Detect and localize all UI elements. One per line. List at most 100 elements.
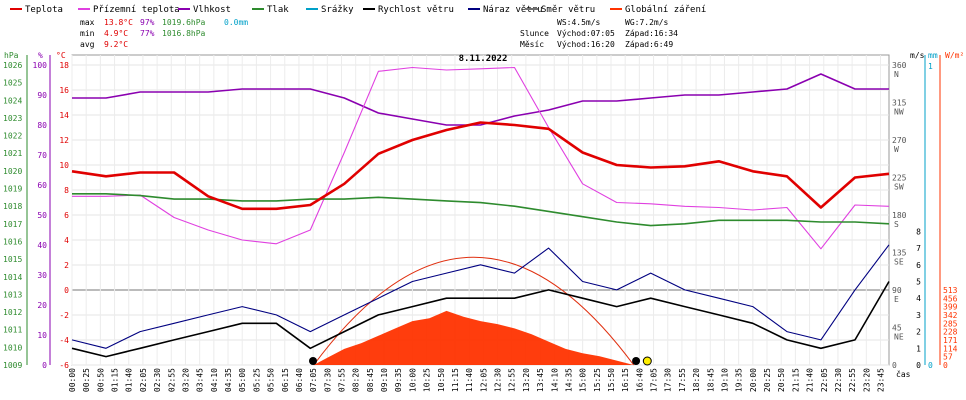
series-přízemní-teplota bbox=[72, 66, 890, 250]
hpa-tick-1: 1025 bbox=[3, 79, 22, 88]
x-tick-18: 07:30 bbox=[323, 368, 332, 392]
legend-label-5: Rychlost větru bbox=[378, 5, 454, 15]
x-tick-12: 05:00 bbox=[238, 368, 247, 392]
x-tick-56: 23:20 bbox=[862, 368, 871, 392]
dir-tick-1: 315 bbox=[892, 99, 907, 108]
x-tick-50: 20:50 bbox=[777, 368, 786, 392]
radiation-clear-sky-arc bbox=[313, 256, 635, 366]
c-tick-8: 2 bbox=[64, 261, 69, 270]
x-tick-53: 22:05 bbox=[820, 368, 829, 392]
sunrise-marker bbox=[309, 357, 318, 365]
series-tlak bbox=[72, 193, 890, 227]
pct-tick-1: 90 bbox=[37, 91, 47, 100]
ms-tick-7: 1 bbox=[916, 344, 921, 353]
x-tick-9: 03:45 bbox=[196, 368, 205, 392]
stat-sun-label: Slunce bbox=[520, 29, 549, 38]
c-tick-7: 4 bbox=[64, 236, 69, 245]
x-tick-30: 12:30 bbox=[494, 368, 503, 392]
ms-tick-2: 6 bbox=[916, 261, 921, 270]
stat-avg-label: avg bbox=[80, 40, 95, 49]
x-tick-34: 14:10 bbox=[550, 368, 559, 392]
stat-max-label: max bbox=[80, 18, 95, 27]
stat-min-hum: 77% bbox=[140, 29, 155, 38]
legend-label-0: Teplota bbox=[25, 5, 63, 15]
dir-label-6: E bbox=[894, 295, 899, 304]
hpa-tick-11: 1015 bbox=[3, 255, 22, 264]
hpa-tick-12: 1014 bbox=[3, 273, 22, 282]
c-tick-2: 14 bbox=[59, 111, 69, 120]
ms-tick-4: 4 bbox=[916, 294, 921, 303]
series-teplota bbox=[71, 121, 890, 211]
dir-label-1: NW bbox=[894, 108, 904, 117]
rad-tick-9: 0 bbox=[943, 361, 948, 370]
x-tick-46: 19:10 bbox=[721, 368, 730, 392]
c-tick-4: 10 bbox=[59, 161, 69, 170]
legend-label-7: Směr větru bbox=[541, 5, 595, 15]
hpa-tick-17: 1009 bbox=[3, 361, 22, 370]
axis-pct-unit: % bbox=[38, 51, 43, 60]
rad-tick-4: 285 bbox=[943, 319, 958, 328]
hpa-tick-13: 1013 bbox=[3, 290, 22, 299]
x-tick-35: 14:35 bbox=[564, 368, 573, 392]
x-tick-16: 06:40 bbox=[295, 368, 304, 392]
x-tick-20: 08:20 bbox=[352, 368, 361, 392]
x-axis: 00:00 00:25 00:50 01:15 01:40 02:05 02:30 02:55… bbox=[68, 368, 911, 392]
x-tick-0: 00:00 bbox=[68, 368, 77, 392]
axis-c-unit: °C bbox=[56, 51, 66, 60]
x-tick-23: 09:35 bbox=[394, 368, 403, 392]
ms-tick-3: 5 bbox=[916, 278, 921, 287]
c-tick-11: -4 bbox=[59, 336, 69, 345]
stat-min-label: min bbox=[80, 29, 95, 38]
c-tick-6: 6 bbox=[64, 211, 69, 220]
hpa-tick-8: 1018 bbox=[3, 202, 22, 211]
c-tick-5: 8 bbox=[64, 186, 69, 195]
x-tick-39: 16:15 bbox=[621, 368, 630, 392]
x-tick-3: 01:15 bbox=[111, 368, 120, 392]
x-tick-45: 18:45 bbox=[706, 368, 715, 392]
hpa-tick-10: 1016 bbox=[3, 237, 22, 246]
series-náraz-větru bbox=[71, 244, 890, 349]
x-tick-49: 20:25 bbox=[763, 368, 772, 392]
c-tick-10: -2 bbox=[59, 311, 69, 320]
sunset-marker bbox=[632, 357, 641, 365]
x-tick-51: 21:15 bbox=[791, 368, 800, 392]
c-tick-0: 18 bbox=[59, 61, 69, 70]
rad-tick-0: 513 bbox=[943, 286, 958, 295]
stat-moon-label: Měsíc bbox=[520, 40, 544, 49]
x-tick-47: 19:35 bbox=[735, 368, 744, 392]
dir-tick-5: 135 bbox=[892, 249, 907, 258]
x-tick-22: 09:10 bbox=[380, 368, 389, 392]
moon-marker bbox=[642, 356, 652, 366]
stat-sun-rise: Východ:07:05 bbox=[557, 29, 615, 38]
rad-tick-3: 342 bbox=[943, 311, 958, 320]
hpa-tick-3: 1023 bbox=[3, 114, 22, 123]
stat-avg-temp: 9.2°C bbox=[104, 40, 128, 49]
x-tick-17: 07:05 bbox=[309, 368, 318, 392]
pct-tick-8: 20 bbox=[37, 301, 47, 310]
pct-tick-0: 100 bbox=[33, 61, 48, 70]
dir-tick-7: 45 bbox=[892, 324, 902, 333]
dir-tick-4: 180 bbox=[892, 211, 907, 220]
ms-tick-0: 8 bbox=[916, 227, 921, 236]
dir-label-2: W bbox=[894, 145, 899, 154]
x-tick-7: 02:55 bbox=[167, 368, 176, 392]
x-tick-19: 07:55 bbox=[338, 368, 347, 392]
x-tick-36: 15:00 bbox=[579, 368, 588, 392]
dir-tick-6: 90 bbox=[892, 286, 902, 295]
stat-wg: WG:7.2m/s bbox=[625, 18, 669, 27]
pct-tick-6: 40 bbox=[37, 241, 47, 250]
c-tick-12: -6 bbox=[59, 361, 69, 370]
stat-min-press: 1016.8hPa bbox=[162, 29, 206, 38]
pct-tick-9: 10 bbox=[37, 331, 47, 340]
series-vlhkost bbox=[72, 73, 889, 126]
ms-tick-6: 2 bbox=[916, 328, 921, 337]
legend-label-6: Náraz větru bbox=[483, 5, 543, 15]
pct-tick-3: 70 bbox=[37, 151, 47, 160]
hpa-tick-2: 1024 bbox=[3, 96, 22, 105]
x-tick-48: 20:00 bbox=[749, 368, 758, 392]
right-axes: m/s mm W/m²360N315NW270W225SW180S135SE90E4… bbox=[892, 51, 964, 370]
x-tick-15: 06:15 bbox=[281, 368, 290, 392]
x-tick-40: 16:40 bbox=[635, 368, 644, 392]
x-tick-5: 02:05 bbox=[139, 368, 148, 392]
legend-label-3: Tlak bbox=[267, 5, 289, 15]
